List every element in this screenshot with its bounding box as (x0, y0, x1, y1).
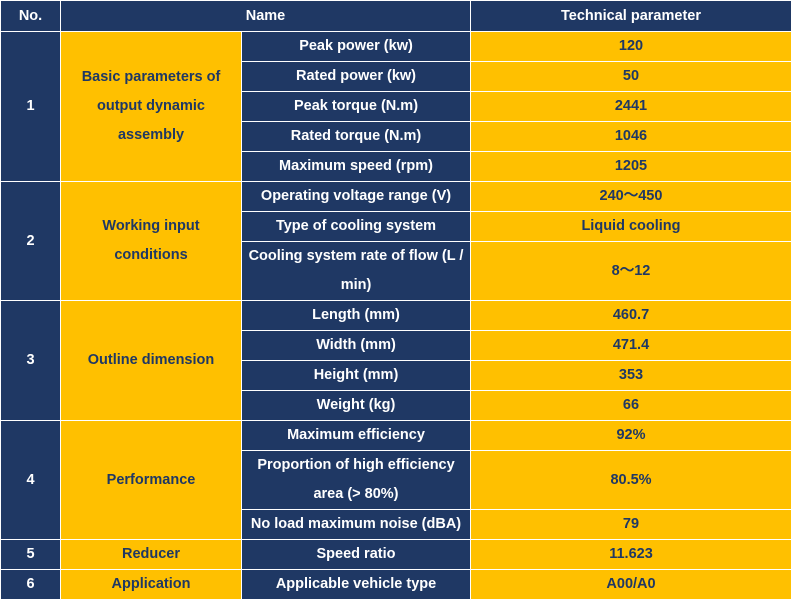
table-row: 1 Basic parameters of output dynamic ass… (1, 32, 791, 62)
param-value: 11.623 (471, 540, 791, 570)
param-name: Proportion of high efficiency area (> 80… (242, 451, 471, 510)
table-row: 5 Reducer Speed ratio 11.623 (1, 540, 791, 570)
group-number: 4 (1, 421, 61, 540)
param-name: Operating voltage range (V) (242, 182, 471, 212)
group-title: Performance (61, 421, 242, 540)
param-value: 8～12 (471, 242, 791, 301)
group-number: 1 (1, 32, 61, 182)
header-param: Technical parameter (471, 1, 791, 32)
param-name: Rated power (kw) (242, 62, 471, 92)
group-title: Basic parameters of output dynamic assem… (61, 32, 242, 182)
param-value: 471.4 (471, 331, 791, 361)
param-value: 50 (471, 62, 791, 92)
header-name: Name (61, 1, 471, 32)
param-value: 353 (471, 361, 791, 391)
group-title: Outline dimension (61, 301, 242, 421)
param-value: 1046 (471, 122, 791, 152)
group-title: Application (61, 570, 242, 600)
param-value: Liquid cooling (471, 212, 791, 242)
param-name: No load maximum noise (dBA) (242, 510, 471, 540)
param-name: Type of cooling system (242, 212, 471, 242)
param-name: Length (mm) (242, 301, 471, 331)
param-value: 2441 (471, 92, 791, 122)
param-name: Height (mm) (242, 361, 471, 391)
param-value: A00/A0 (471, 570, 791, 600)
param-value: 240～450 (471, 182, 791, 212)
group-number: 2 (1, 182, 61, 301)
table-row: 3 Outline dimension Length (mm) 460.7 (1, 301, 791, 331)
group-number: 6 (1, 570, 61, 600)
param-name: Weight (kg) (242, 391, 471, 421)
param-name: Peak power (kw) (242, 32, 471, 62)
param-name: Maximum efficiency (242, 421, 471, 451)
param-value: 1205 (471, 152, 791, 182)
table-row: 6 Application Applicable vehicle type A0… (1, 570, 791, 600)
param-name: Cooling system rate of flow (L / min) (242, 242, 471, 301)
param-name: Width (mm) (242, 331, 471, 361)
header-row: No. Name Technical parameter (1, 1, 791, 32)
param-value: 80.5% (471, 451, 791, 510)
param-name: Rated torque (N.m) (242, 122, 471, 152)
param-value: 120 (471, 32, 791, 62)
param-value: 66 (471, 391, 791, 421)
group-number: 5 (1, 540, 61, 570)
param-name: Maximum speed (rpm) (242, 152, 471, 182)
group-number: 3 (1, 301, 61, 421)
header-no: No. (1, 1, 61, 32)
param-name: Peak torque (N.m) (242, 92, 471, 122)
table-row: 4 Performance Maximum efficiency 92% (1, 421, 791, 451)
param-name: Applicable vehicle type (242, 570, 471, 600)
param-value: 460.7 (471, 301, 791, 331)
group-title: Working input conditions (61, 182, 242, 301)
table-row: 2 Working input conditions Operating vol… (1, 182, 791, 212)
param-value: 79 (471, 510, 791, 540)
param-name: Speed ratio (242, 540, 471, 570)
group-title: Reducer (61, 540, 242, 570)
param-value: 92% (471, 421, 791, 451)
